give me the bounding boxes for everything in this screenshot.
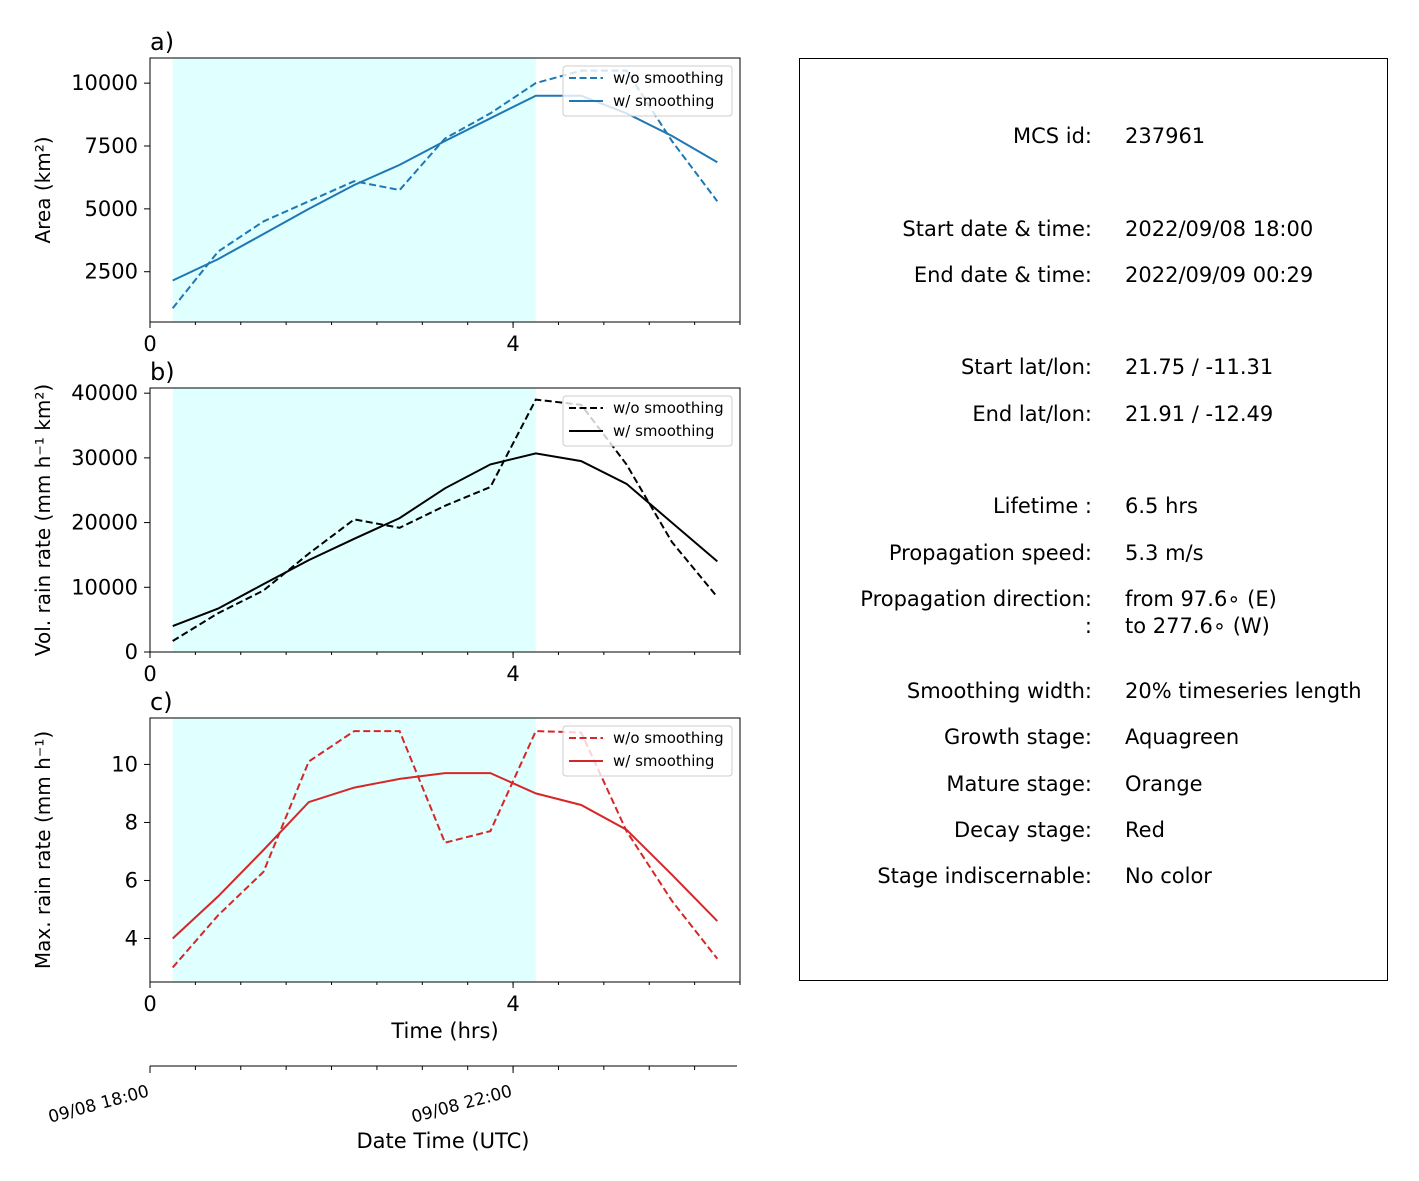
info-key: Propagation speed:: [888, 541, 1092, 565]
legend-box: [562, 725, 733, 777]
legend: w/o smoothing w/ smoothing: [562, 65, 733, 117]
info-value: No color: [1125, 864, 1212, 888]
y-tick-label: 0: [125, 640, 138, 664]
legend-label: w/ smoothing: [613, 752, 714, 770]
legend-label: w/ smoothing: [613, 422, 714, 440]
y-tick-label: 40000: [71, 381, 138, 405]
y-tick-label: 5000: [85, 197, 138, 221]
info-key: Smoothing width:: [906, 679, 1092, 703]
legend-box: [562, 395, 733, 447]
y-axis-label: Vol. rain rate (mm h⁻¹ km²): [31, 384, 55, 656]
y-tick-label: 10000: [71, 71, 138, 95]
legend: w/o smoothing w/ smoothing: [562, 395, 733, 447]
x-tick-label: 4: [506, 332, 519, 356]
info-key: Lifetime :: [992, 494, 1092, 518]
y-tick-label: 20000: [71, 511, 138, 535]
y-tick-label: 2500: [85, 260, 138, 284]
info-key: Start lat/lon:: [960, 355, 1092, 379]
info-key: Growth stage:: [943, 725, 1092, 749]
y-tick-label: 10000: [71, 575, 138, 599]
info-value: 5.3 m/s: [1125, 541, 1204, 565]
panel-b: 0 10000 20000 30000 40000 0 4 b) Vol. rain rate …: [31, 358, 741, 686]
info-value: 20% timeseries length: [1125, 679, 1362, 703]
shaded-span: [172, 388, 536, 652]
y-axis-label: Area (km²): [31, 136, 55, 243]
panel-label: c): [150, 688, 173, 716]
info-panel: MCS id: 237961 Start date & time: 2022/0…: [799, 58, 1388, 981]
info-value: 237961: [1125, 124, 1206, 148]
info-value: Red: [1125, 818, 1165, 842]
panel-label: a): [150, 28, 174, 56]
y-tick-label: 4: [125, 926, 138, 950]
info-key: :: [1084, 614, 1092, 638]
shaded-span: [172, 58, 536, 322]
legend-box: [562, 65, 733, 117]
x-axis-label: Time (hrs): [390, 1019, 498, 1043]
info-key: Mature stage:: [946, 772, 1092, 796]
axes-frame: [149, 57, 741, 323]
info-value: 21.91 / -12.49: [1125, 402, 1274, 426]
x-tick-label: 0: [143, 662, 156, 686]
series-line-smoothed: [172, 452, 718, 628]
secondary-tick-label: 09/08 18:00: [46, 1082, 151, 1128]
info-key: MCS id:: [1012, 124, 1092, 148]
secondary-axis-label: Date Time (UTC): [357, 1129, 530, 1153]
series-line-smoothed: [172, 772, 719, 940]
info-key: Propagation direction:: [860, 587, 1092, 611]
info-value: 2022/09/08 18:00: [1125, 217, 1314, 241]
info-value: Aquagreen: [1125, 725, 1240, 749]
y-axis-label: Max. rain rate (mm h⁻¹): [31, 731, 55, 969]
legend-label: w/o smoothing: [613, 69, 724, 87]
x-tick-label: 4: [506, 992, 519, 1016]
secondary-tick-label: 09/08 22:00: [409, 1082, 514, 1128]
shaded-span: [172, 718, 536, 982]
info-value: from 97.6∘ (E): [1125, 587, 1277, 611]
info-value: 21.75 / -11.31: [1125, 355, 1274, 379]
y-tick-label: 30000: [71, 446, 138, 470]
info-key: Decay stage:: [954, 818, 1092, 842]
legend-label: w/o smoothing: [613, 729, 724, 747]
info-value: 2022/09/09 00:29: [1125, 263, 1314, 287]
info-key: Start date & time:: [902, 217, 1092, 241]
info-value: to 277.6∘ (W): [1125, 614, 1270, 638]
info-value: Orange: [1125, 772, 1203, 796]
axes-frame: [149, 717, 741, 983]
y-tick-label: 10: [111, 752, 138, 776]
axes-frame: [149, 387, 741, 653]
legend-label: w/ smoothing: [613, 92, 714, 110]
x-tick-label: 4: [506, 662, 519, 686]
info-key: End date & time:: [913, 263, 1092, 287]
info-value: 6.5 hrs: [1125, 494, 1198, 518]
y-tick-label: 8: [125, 810, 138, 834]
y-tick-label: 7500: [85, 134, 138, 158]
x-tick-label: 0: [143, 332, 156, 356]
panel-label: b): [150, 358, 175, 386]
y-tick-label: 6: [125, 868, 138, 892]
panel-c: 4 6 8 10 0 4 c) Max. rain rate (mm h⁻¹) Time (hr…: [31, 688, 741, 1043]
legend: w/o smoothing w/ smoothing: [562, 725, 733, 777]
x-tick-label: 0: [143, 992, 156, 1016]
panel-a: 2500 5000 7500 10000 0 4 a) Area (km²) w/o smoot…: [31, 28, 741, 356]
info-key: End lat/lon:: [972, 402, 1092, 426]
legend-label: w/o smoothing: [613, 399, 724, 417]
series-line-unsmoothed: [172, 398, 719, 642]
info-key: Stage indiscernable:: [877, 864, 1092, 888]
